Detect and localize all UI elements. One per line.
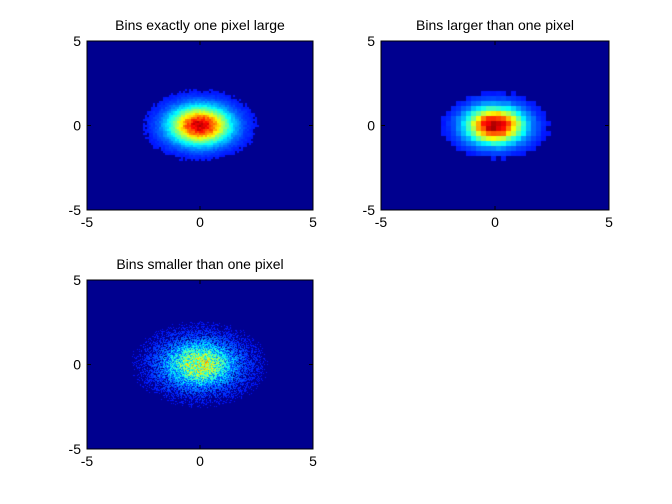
- y-tick-label: 0: [73, 357, 81, 373]
- y-tick-label: -5: [69, 441, 82, 457]
- x-tick-label: 0: [196, 214, 204, 230]
- x-tick-label: 5: [309, 453, 317, 469]
- subplot-1: Bins exactly one pixel large -5 0 5 -5 0 5: [69, 17, 318, 230]
- y-tick-label: 5: [73, 272, 81, 288]
- y-tick-label: 5: [367, 33, 375, 49]
- x-tick-label: -5: [81, 214, 94, 230]
- y-tick-label: 0: [367, 118, 375, 134]
- heatmap-image: [87, 280, 313, 449]
- subplot-title: Bins larger than one pixel: [416, 17, 574, 33]
- x-tick-label: 5: [605, 214, 613, 230]
- x-tick-label: -5: [375, 214, 388, 230]
- x-tick-label: 5: [309, 214, 317, 230]
- subplot-title: Bins smaller than one pixel: [116, 256, 283, 272]
- heatmap-image: [87, 41, 313, 210]
- x-tick-label: -5: [81, 453, 94, 469]
- y-tick-label: 0: [73, 118, 81, 134]
- x-tick-label: 0: [491, 214, 499, 230]
- y-tick-label: -5: [69, 202, 82, 218]
- subplot-2: Bins larger than one pixel -5 0 5 -5 0 5: [363, 17, 614, 230]
- x-tick-label: 0: [196, 453, 204, 469]
- y-tick-label: 5: [73, 33, 81, 49]
- heatmap-image: [381, 41, 609, 210]
- subplot-3: Bins smaller than one pixel -5 0 5 -5 0 5: [69, 256, 318, 469]
- y-tick-label: -5: [363, 202, 376, 218]
- subplot-title: Bins exactly one pixel large: [115, 17, 285, 33]
